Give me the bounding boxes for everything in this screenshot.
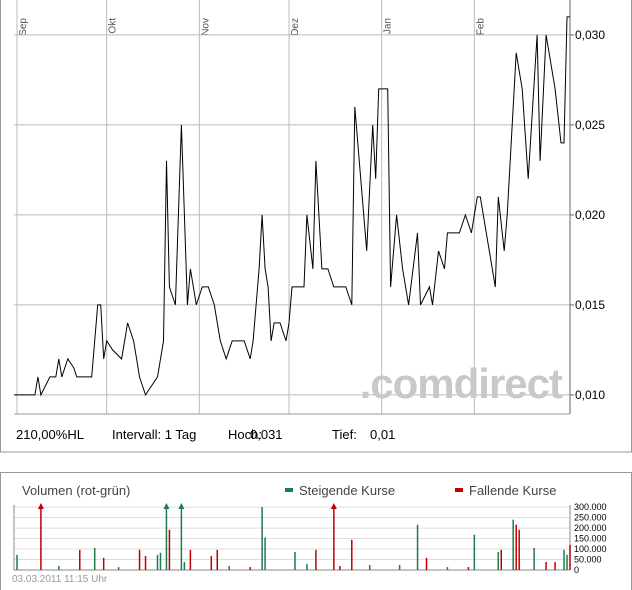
volume-bar [563,549,565,570]
volume-bar [168,529,171,570]
overflow-arrow [37,503,44,509]
volume-bar [569,544,571,570]
info-text: Hoch: [228,427,262,442]
overflow-arrow [178,503,185,509]
volume-bar [315,549,317,570]
volume-bar [473,534,476,570]
volume-bar [249,567,251,570]
volume-bar [368,564,371,570]
volume-bar [189,549,192,570]
volume-bar [144,555,147,570]
volume-bar [40,505,42,570]
volume-bar [102,557,105,570]
volume-bar [93,547,96,570]
volume-bar [216,549,219,570]
volume-bar [467,567,470,570]
y-tick-label: 0,025 [575,118,605,132]
info-text: 0,031 [250,427,283,442]
y-tick-label: 0,010 [575,388,605,402]
info-text: Intervall: 1 Tag [112,427,196,442]
y-tick-label: 50.000 [574,555,602,565]
volume-bar [545,562,547,570]
volume-bar [261,507,263,570]
legend-label: Fallende Kurse [469,483,556,498]
volume-bar [180,505,183,570]
volume-bar [58,566,60,570]
legend-label: Steigende Kurse [299,483,395,498]
volume-bar [159,552,162,570]
timestamp: 03.03.2011 11:15 Uhr [12,574,108,585]
y-tick-label: 100.000 [574,544,607,554]
volume-bar [333,505,335,570]
volume-bar [512,519,514,570]
volume-bar [79,549,81,570]
overflow-arrow [163,503,170,509]
watermark: .comdirect [360,360,563,407]
volume-bar [210,555,213,570]
x-tick-label: Sep [18,18,29,36]
volume-bar [156,554,159,570]
volume-bar [398,564,401,570]
volume-bar [138,549,141,570]
volume-bar [518,529,520,570]
volume-bar [554,562,556,570]
y-tick-label: 200.000 [574,523,607,533]
y-tick-label: 250.000 [574,513,607,523]
info-text: 0,01 [370,427,395,442]
y-tick-label: 0,030 [575,28,605,42]
volume-bar [515,524,517,570]
volume-bar [351,539,353,570]
volume-bar [339,566,341,570]
info-text: 210,00%HL [16,427,84,442]
legend-swatch [285,488,293,492]
volume-bar [500,549,502,570]
volume-title: Volumen (rot-grün) [22,483,130,498]
volume-bar [446,567,449,570]
volume-bar [566,554,568,570]
volume-bar [416,524,419,570]
x-tick-label: Feb [475,18,486,36]
y-tick-label: 150.000 [574,534,607,544]
volume-bar [183,562,186,570]
volume-bar [294,551,296,570]
volume-bar [16,554,18,570]
overflow-arrow [330,503,337,509]
volume-bar [264,537,266,570]
volume-bar [425,557,428,570]
y-tick-label: 300.000 [574,502,607,512]
x-tick-label: Nov [200,18,211,36]
legend-swatch [455,488,463,492]
volume-bar [228,566,230,570]
info-text: Tief: [332,427,357,442]
price-line [14,16,570,397]
volume-bar [165,505,168,570]
x-tick-label: Jan [383,18,394,34]
x-tick-label: Okt [108,18,119,34]
volume-bar [306,563,308,570]
volume-bar [497,551,500,570]
y-tick-label: 0,015 [575,298,605,312]
y-tick-label: 0 [574,565,579,575]
y-tick-label: 0,020 [575,208,605,222]
volume-bar [117,567,120,570]
volume-bar [533,547,535,570]
x-tick-label: Dez [290,18,301,36]
